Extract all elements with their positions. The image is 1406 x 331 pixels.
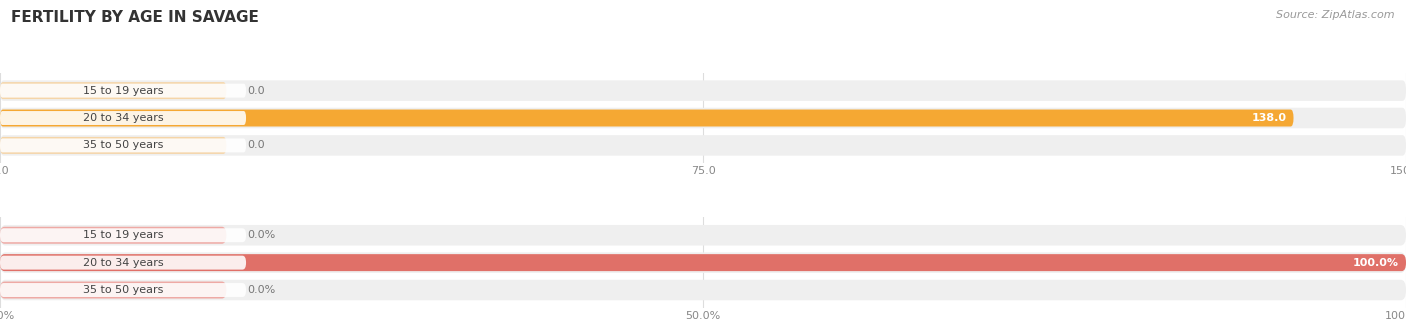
- Text: 35 to 50 years: 35 to 50 years: [83, 285, 163, 295]
- Text: 35 to 50 years: 35 to 50 years: [83, 140, 163, 150]
- FancyBboxPatch shape: [0, 137, 226, 154]
- Text: 20 to 34 years: 20 to 34 years: [83, 258, 163, 268]
- Text: 15 to 19 years: 15 to 19 years: [83, 230, 163, 240]
- Text: 138.0: 138.0: [1251, 113, 1286, 123]
- FancyBboxPatch shape: [0, 80, 1406, 101]
- FancyBboxPatch shape: [0, 280, 1406, 300]
- FancyBboxPatch shape: [0, 228, 246, 242]
- FancyBboxPatch shape: [0, 225, 1406, 246]
- Text: 20 to 34 years: 20 to 34 years: [83, 113, 163, 123]
- FancyBboxPatch shape: [0, 84, 246, 98]
- Text: 0.0%: 0.0%: [247, 230, 276, 240]
- Text: 0.0: 0.0: [247, 86, 266, 96]
- FancyBboxPatch shape: [0, 108, 1406, 128]
- FancyBboxPatch shape: [0, 256, 246, 269]
- Text: Source: ZipAtlas.com: Source: ZipAtlas.com: [1277, 10, 1395, 20]
- Text: FERTILITY BY AGE IN SAVAGE: FERTILITY BY AGE IN SAVAGE: [11, 10, 259, 25]
- FancyBboxPatch shape: [0, 135, 1406, 156]
- FancyBboxPatch shape: [0, 283, 246, 297]
- FancyBboxPatch shape: [0, 110, 1294, 126]
- Text: 100.0%: 100.0%: [1353, 258, 1399, 268]
- FancyBboxPatch shape: [0, 282, 226, 299]
- FancyBboxPatch shape: [0, 254, 1406, 271]
- FancyBboxPatch shape: [0, 252, 1406, 273]
- Text: 0.0%: 0.0%: [247, 285, 276, 295]
- FancyBboxPatch shape: [0, 227, 226, 244]
- FancyBboxPatch shape: [0, 82, 226, 99]
- Text: 0.0: 0.0: [247, 140, 266, 150]
- FancyBboxPatch shape: [0, 138, 246, 152]
- Text: 15 to 19 years: 15 to 19 years: [83, 86, 163, 96]
- FancyBboxPatch shape: [0, 111, 246, 125]
